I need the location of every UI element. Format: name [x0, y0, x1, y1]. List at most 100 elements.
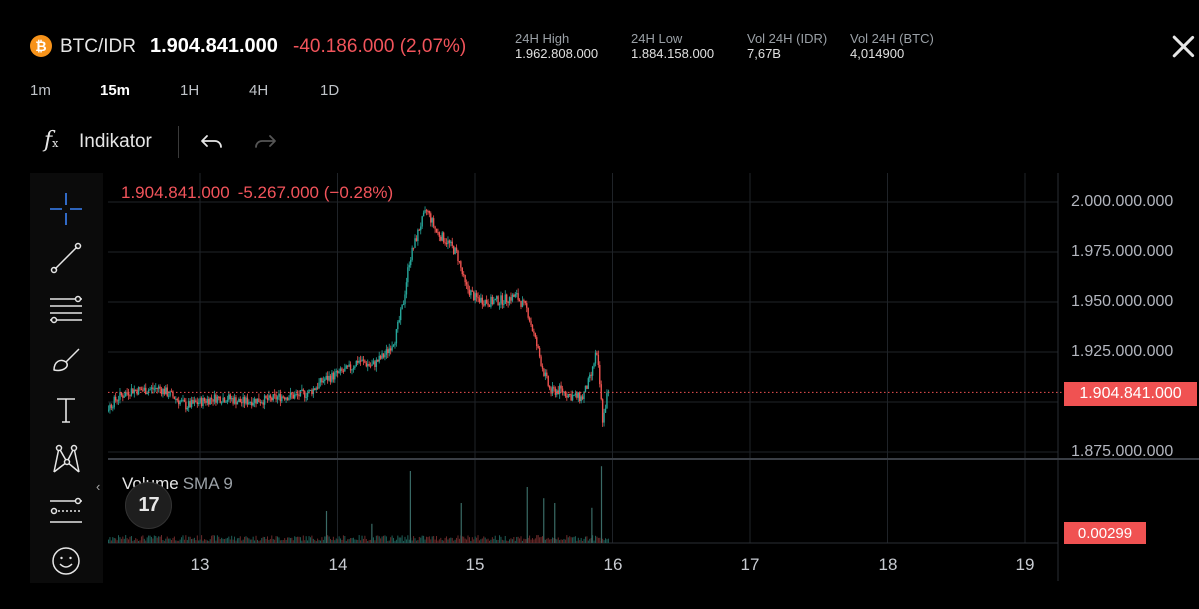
volume-bar: [564, 539, 566, 543]
candle-body: [507, 301, 509, 304]
volume-bar: [404, 536, 406, 543]
volume-bar: [534, 538, 536, 543]
volume-bar: [385, 536, 387, 543]
volume-bar: [474, 536, 476, 543]
volume-bar: [228, 536, 230, 543]
volume-bar: [368, 540, 370, 543]
volume-bar: [271, 535, 273, 543]
candle-body: [493, 300, 495, 305]
indicator-fx-icon[interactable]: fx: [44, 128, 58, 153]
candle-body: [425, 210, 428, 212]
collapse-icon[interactable]: ‹: [96, 479, 101, 494]
volume-bar: [305, 536, 307, 543]
volume-bar: [229, 539, 231, 543]
volume-bar: [245, 536, 247, 543]
candle-body: [405, 282, 408, 295]
candle-body: [485, 300, 488, 304]
crosshair-icon[interactable]: [46, 189, 86, 229]
candle-body: [338, 371, 340, 374]
fib-retracement-icon[interactable]: [46, 289, 86, 329]
prediction-icon[interactable]: [46, 491, 86, 531]
volume-bar: [523, 538, 525, 543]
candle-body: [361, 359, 363, 362]
volume-bar: [309, 537, 311, 543]
candle-body: [596, 352, 598, 355]
volume-bar: [414, 538, 416, 543]
market-header: ₿ BTC/IDR 1.904.841.000 -40.186.000 (2,0…: [0, 0, 1199, 80]
candle-body: [372, 361, 375, 365]
volume-bar: [510, 538, 512, 543]
candle-body: [262, 402, 264, 405]
redo-icon[interactable]: [251, 128, 279, 156]
trend-line-icon[interactable]: [46, 238, 86, 278]
legend-price: 1.904.841.000: [121, 183, 230, 202]
undo-icon[interactable]: [198, 128, 226, 156]
timeframe-1d[interactable]: 1D: [320, 82, 340, 99]
candle-body: [336, 370, 339, 374]
stat-vol-idr: Vol 24H (IDR) 7,67B: [747, 31, 827, 61]
candle-body: [239, 399, 241, 403]
candle-body: [537, 346, 539, 348]
pair-selector[interactable]: BTC/IDR: [60, 36, 136, 57]
candle-body: [321, 378, 323, 383]
candle-body: [198, 402, 200, 405]
candle-body: [407, 267, 409, 283]
last-price: 1.904.841.000: [150, 35, 278, 57]
volume-bar: [312, 538, 314, 543]
candle-body: [547, 376, 549, 386]
timeframe-4h[interactable]: 4H: [249, 82, 269, 99]
candle-body: [346, 365, 349, 367]
timeframe-1m[interactable]: 1m: [30, 82, 51, 99]
candle-body: [514, 294, 516, 297]
volume-spike: [543, 498, 545, 543]
candle-body: [133, 389, 135, 394]
volume-bar: [383, 535, 385, 543]
candle-body: [593, 363, 595, 367]
volume-bar: [265, 539, 267, 543]
candle-body: [474, 293, 476, 301]
volume-bar: [140, 536, 142, 543]
timeframe-1h[interactable]: 1H: [180, 82, 200, 99]
volume-bar: [241, 540, 243, 543]
indicator-button[interactable]: Indikator: [79, 131, 152, 152]
candle-body: [251, 401, 253, 406]
volume-bar: [158, 536, 160, 543]
timeframe-15m[interactable]: 15m: [100, 82, 131, 99]
volume-spike: [409, 471, 411, 543]
pattern-icon[interactable]: [46, 440, 86, 480]
candle-body: [440, 236, 442, 241]
volume-bar: [530, 539, 532, 543]
candle-body: [563, 391, 565, 393]
candle-body: [513, 294, 515, 297]
candle-body: [457, 250, 459, 262]
chart-canvas[interactable]: [108, 173, 1199, 581]
volume-bar: [282, 540, 284, 543]
candle-body: [190, 399, 193, 408]
text-icon[interactable]: [46, 390, 86, 430]
volume-bar: [239, 536, 241, 543]
candle-body: [505, 294, 508, 302]
volume-bar: [261, 538, 263, 543]
candle-body: [601, 399, 604, 423]
volume-bar: [149, 535, 151, 543]
volume-bar: [189, 536, 191, 543]
candle-body: [256, 398, 259, 404]
price-chart[interactable]: [108, 173, 1199, 581]
candle-body: [415, 238, 418, 242]
volume-bar: [529, 535, 531, 543]
volume-bar: [443, 540, 445, 543]
emoji-icon[interactable]: [46, 541, 86, 581]
volume-bar: [171, 540, 173, 543]
volume-bar: [478, 540, 480, 543]
candle-body: [206, 399, 209, 403]
candle-body: [410, 259, 412, 266]
volume-bar: [165, 538, 167, 543]
tradingview-logo[interactable]: 17: [125, 482, 172, 529]
brush-icon[interactable]: [46, 340, 86, 380]
candle-body: [468, 289, 471, 296]
candle-body: [414, 238, 416, 248]
volume-bar: [506, 540, 508, 543]
candle-body: [583, 392, 585, 400]
close-icon[interactable]: [1170, 33, 1196, 59]
candle-body: [325, 375, 327, 380]
